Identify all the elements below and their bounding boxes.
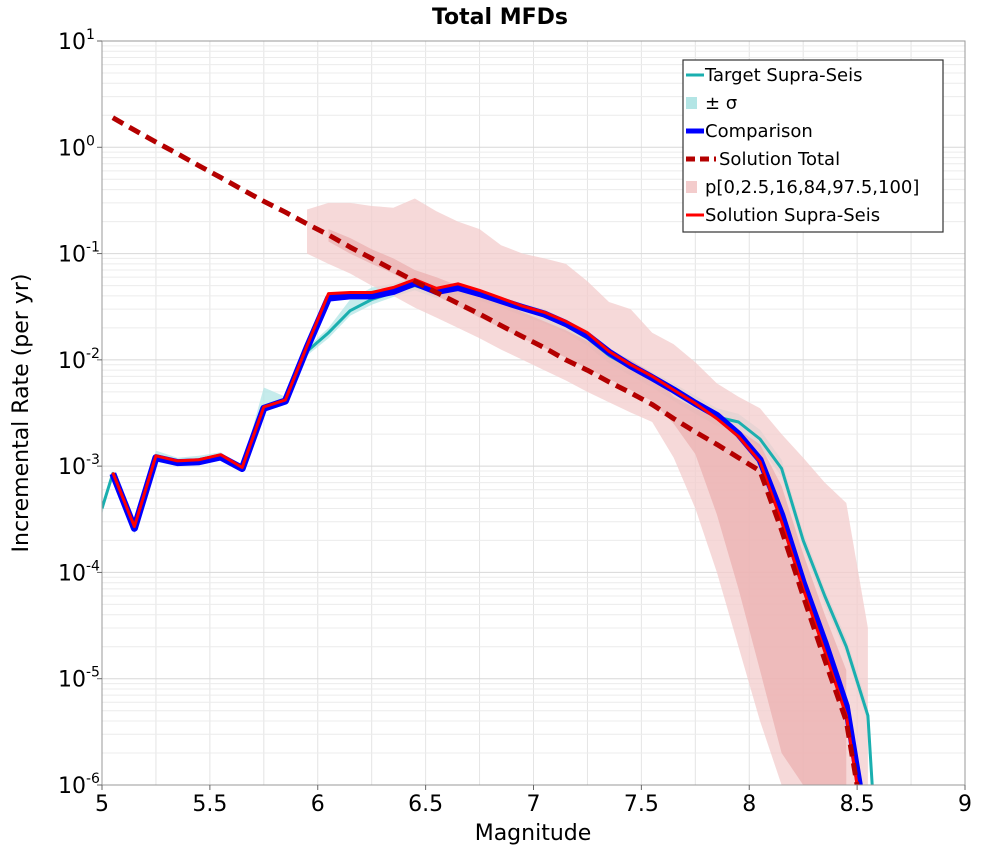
series-line-solution-supra-seis	[111, 278, 859, 785]
y-tick-label: 10-3	[58, 452, 100, 480]
legend-swatch-sigma	[686, 97, 697, 109]
x-tick-label: 5.5	[192, 792, 227, 817]
x-tick-label: 8.5	[840, 792, 875, 817]
series	[102, 115, 874, 785]
y-tick-label: 10-2	[58, 346, 100, 374]
y-tick-label: 10-5	[58, 665, 100, 693]
x-tick-label: 6.5	[408, 792, 443, 817]
x-tick-label: 6	[311, 792, 325, 817]
x-tick-label: 5	[95, 792, 109, 817]
y-tick-label: 10-1	[58, 240, 100, 268]
legend-label-solution-supra-seis: Solution Supra-Seis	[705, 205, 880, 226]
legend-box	[682, 59, 944, 233]
x-tick-label: 7	[527, 792, 541, 817]
band-p-0-2-5-16-84-97-5-100-inner	[328, 229, 847, 785]
legend-label-p-0-2-5-16-84-97-5-100: p[0,2.5,16,84,97.5,100]	[705, 177, 919, 198]
y-tick-label: 10-4	[58, 558, 100, 586]
x-tick-label: 9	[958, 792, 972, 817]
legend: Target Supra-Seis ± σ Comparison Solution T…	[682, 59, 944, 233]
series-line-solution-total	[111, 115, 860, 785]
y-axis-ticks: 10-6 10-5 10-4 10-3 10-2 10-1 100 101	[58, 27, 102, 799]
y-axis-label: Incremental Rate (per yr)	[9, 274, 34, 553]
x-axis-label: Magnitude	[475, 821, 592, 846]
legend-label-comparison: Comparison	[705, 121, 813, 142]
y-tick-label: 100	[58, 133, 95, 161]
y-tick-label: 101	[58, 27, 95, 55]
legend-swatch-p-0-2-5-16-84-97-5-100	[686, 181, 697, 193]
chart-title: Total MFDs	[432, 5, 568, 30]
x-tick-label: 8	[742, 792, 756, 817]
legend-label-solution-total: Solution Total	[719, 149, 840, 170]
y-tick-label: 10-6	[58, 771, 100, 799]
legend-label-sigma: ± σ	[705, 93, 737, 114]
legend-label-target-supra-seis: Target Supra-Seis	[704, 65, 862, 86]
x-axis-ticks: 5 5.5 6 6.5 7 7.5 8 8.5 9	[95, 785, 972, 817]
x-tick-label: 7.5	[624, 792, 659, 817]
